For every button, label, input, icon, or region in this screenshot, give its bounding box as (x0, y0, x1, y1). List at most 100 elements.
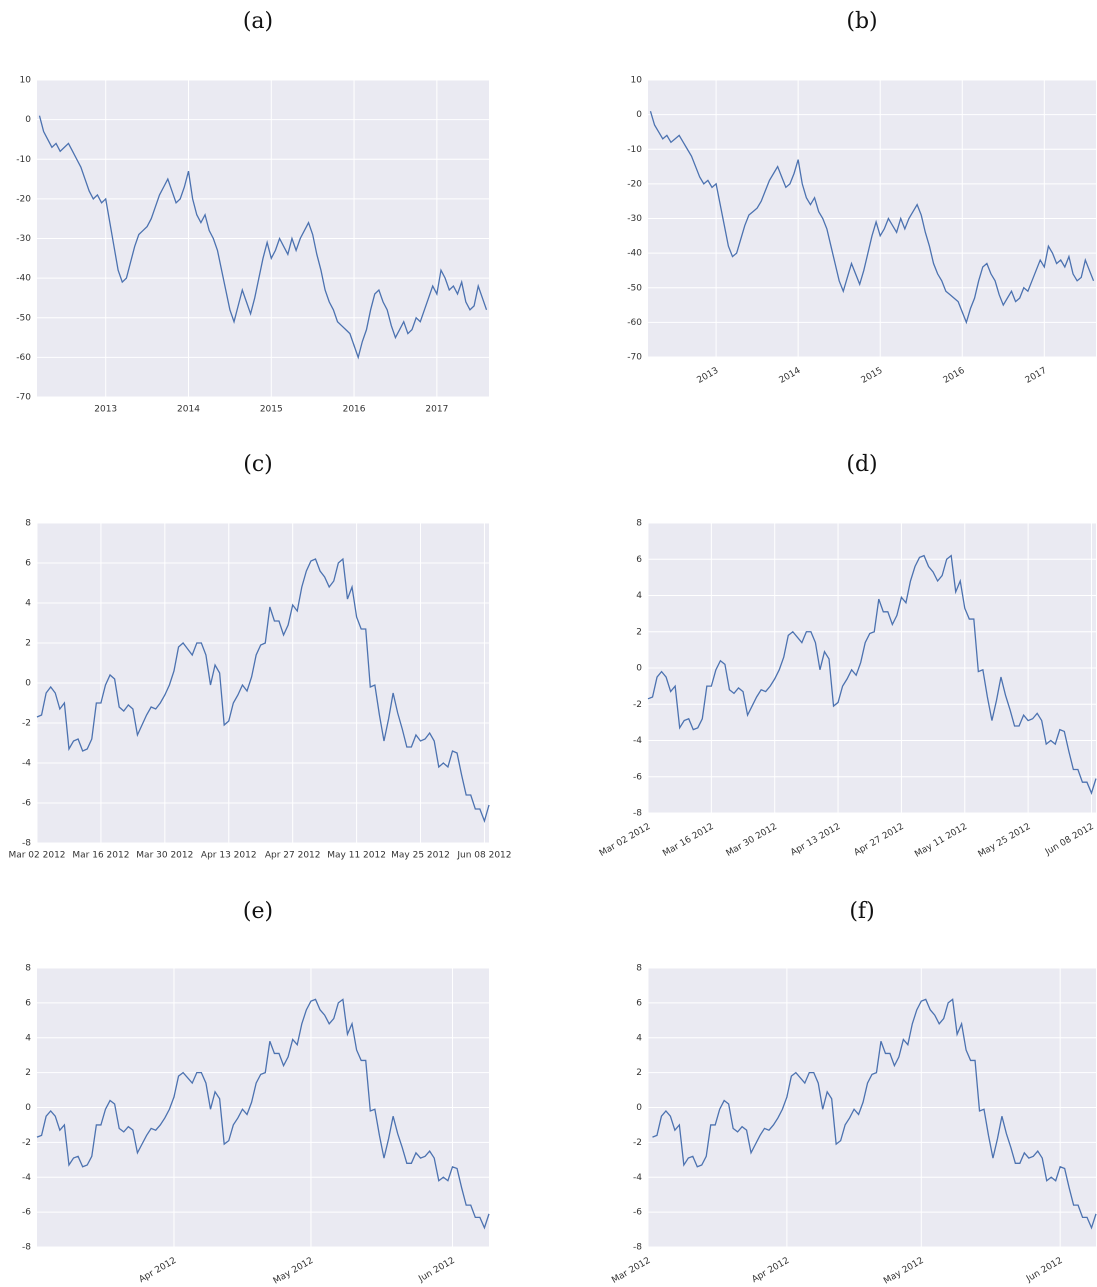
y-tick-label: 6 (636, 555, 642, 565)
y-tick-label: 8 (25, 964, 31, 974)
data-line (652, 998, 1097, 1230)
y-tick-label: 0 (25, 679, 31, 689)
y-tick-label: -20 (627, 179, 642, 189)
y-tick-label: -50 (627, 283, 642, 293)
chart-panel: (f) -8 -6 -4 -2 0 2 4 6 8 Mar 2012 Apr 2012 May 2012… (610, 899, 1097, 1287)
y-tick-label: 4 (636, 1033, 642, 1043)
y-tick-label: 2 (636, 1068, 642, 1078)
chart-title: (b) (846, 9, 877, 34)
x-tick-label: May 2012 (272, 1256, 315, 1287)
chart-panel: (b) -70 -60 -50 -40 -30 -20 -10 0 10 2013 2014 2015 2… (627, 9, 1096, 386)
chart-title: (e) (243, 899, 273, 924)
y-tick-label: 2 (25, 1068, 31, 1078)
x-tick-label: 2014 (778, 366, 803, 386)
x-tick-label: Apr 2012 (750, 1256, 791, 1285)
y-tick-label: -4 (22, 1173, 31, 1183)
y-tick-label: -2 (633, 1138, 642, 1148)
x-tick-label: May 2012 (882, 1256, 925, 1287)
y-tick-label: 6 (636, 998, 642, 1008)
x-tick-label: 2016 (343, 405, 366, 415)
x-tick-label: Apr 13 2012 (789, 822, 842, 858)
y-tick-label: 2 (636, 627, 642, 637)
x-tick-label: May 25 2012 (977, 822, 1033, 860)
y-tick-label: -10 (16, 155, 31, 165)
x-tick-label: 2013 (696, 366, 721, 386)
y-tick-label: -40 (16, 274, 31, 284)
y-tick-label: -4 (633, 736, 642, 746)
y-tick-label: -4 (22, 759, 31, 769)
chart-title: (f) (849, 899, 874, 924)
y-tick-label: 6 (25, 559, 31, 569)
y-tick-label: 0 (25, 115, 31, 125)
y-tick-label: -2 (633, 700, 642, 710)
x-tick-label: Mar 2012 (610, 1256, 652, 1286)
y-tick-label: -6 (22, 799, 31, 809)
y-tick-label: -6 (633, 772, 642, 782)
x-tick-label: 2015 (860, 366, 885, 386)
y-tick-label: -6 (22, 1208, 31, 1218)
x-tick-label: Apr 27 2012 (853, 822, 906, 858)
y-tick-label: -6 (633, 1208, 642, 1218)
y-tick-label: -8 (633, 1243, 642, 1253)
data-line (36, 998, 490, 1230)
y-tick-label: -8 (633, 809, 642, 819)
y-tick-label: -40 (627, 249, 642, 259)
y-tick-label: 6 (25, 998, 31, 1008)
chart-panel: (e) -8 -6 -4 -2 0 2 4 6 8 Apr 2012 May 2012 Jun 2012 (22, 899, 490, 1287)
y-tick-label: 0 (636, 664, 642, 674)
y-tick-label: -30 (16, 234, 31, 244)
x-tick-label: Jun 08 2012 (456, 851, 511, 861)
x-tick-label: 2014 (177, 405, 200, 415)
y-tick-label: 8 (636, 519, 642, 529)
y-tick-label: -70 (16, 393, 31, 403)
x-tick-label: Apr 2012 (137, 1256, 178, 1285)
y-tick-label: 0 (636, 1103, 642, 1113)
chart-panel: (c) -8 -6 -4 -2 0 2 4 6 8 Mar 02 2012 Mar 16 2012 Ma… (8, 452, 511, 861)
x-tick-label: Mar 16 2012 (661, 822, 715, 859)
y-tick-label: -2 (22, 1138, 31, 1148)
chart-panel: (d) -8 -6 -4 -2 0 2 4 6 8 Mar 02 2012 Mar 16 2012 Ma… (598, 452, 1097, 860)
y-tick-label: -8 (22, 1243, 31, 1253)
x-tick-label: Apr 13 2012 (201, 851, 257, 861)
y-tick-label: 0 (636, 110, 642, 120)
x-tick-label: 2013 (94, 405, 117, 415)
y-tick-label: -60 (16, 353, 31, 363)
x-tick-label: Jun 2012 (1024, 1256, 1064, 1285)
x-tick-label: 2015 (260, 405, 283, 415)
x-tick-label: Mar 30 2012 (725, 822, 779, 859)
x-tick-label: Mar 02 2012 (598, 822, 652, 859)
y-tick-label: -10 (627, 145, 642, 155)
x-tick-label: Apr 27 2012 (265, 851, 321, 861)
chart-panel: (a) -70 -60 -50 -40 -30 -20 -10 0 10 2013 2014 2015 2… (16, 9, 489, 415)
x-tick-label: 2017 (1024, 366, 1049, 386)
y-tick-label: -70 (627, 353, 642, 363)
x-tick-label: Mar 02 2012 (8, 851, 65, 861)
y-tick-label: 10 (20, 76, 32, 86)
x-tick-label: May 25 2012 (391, 851, 450, 861)
y-tick-label: 8 (25, 519, 31, 529)
x-tick-label: May 11 2012 (327, 851, 386, 861)
y-tick-label: -50 (16, 313, 31, 323)
data-line (647, 554, 1097, 795)
y-tick-label: 2 (25, 639, 31, 649)
y-tick-label: -8 (22, 839, 31, 849)
y-tick-label: -20 (16, 194, 31, 204)
chart-title: (a) (243, 9, 273, 34)
x-tick-label: 2016 (942, 366, 967, 386)
x-tick-label: Mar 30 2012 (136, 851, 193, 861)
y-tick-label: 4 (25, 1033, 31, 1043)
data-line (649, 110, 1095, 325)
y-tick-label: 0 (25, 1103, 31, 1113)
y-tick-label: -30 (627, 214, 642, 224)
chart-title: (c) (243, 452, 273, 477)
y-tick-label: 4 (636, 591, 642, 601)
y-tick-label: -4 (633, 1173, 642, 1183)
x-tick-label: Jun 2012 (416, 1256, 456, 1285)
y-tick-label: 4 (25, 599, 31, 609)
y-tick-label: -60 (627, 318, 642, 328)
x-tick-label: Mar 16 2012 (72, 851, 129, 861)
data-line (38, 115, 488, 360)
y-tick-label: -2 (22, 719, 31, 729)
x-tick-label: 2017 (425, 405, 448, 415)
x-tick-label: May 11 2012 (913, 822, 969, 860)
